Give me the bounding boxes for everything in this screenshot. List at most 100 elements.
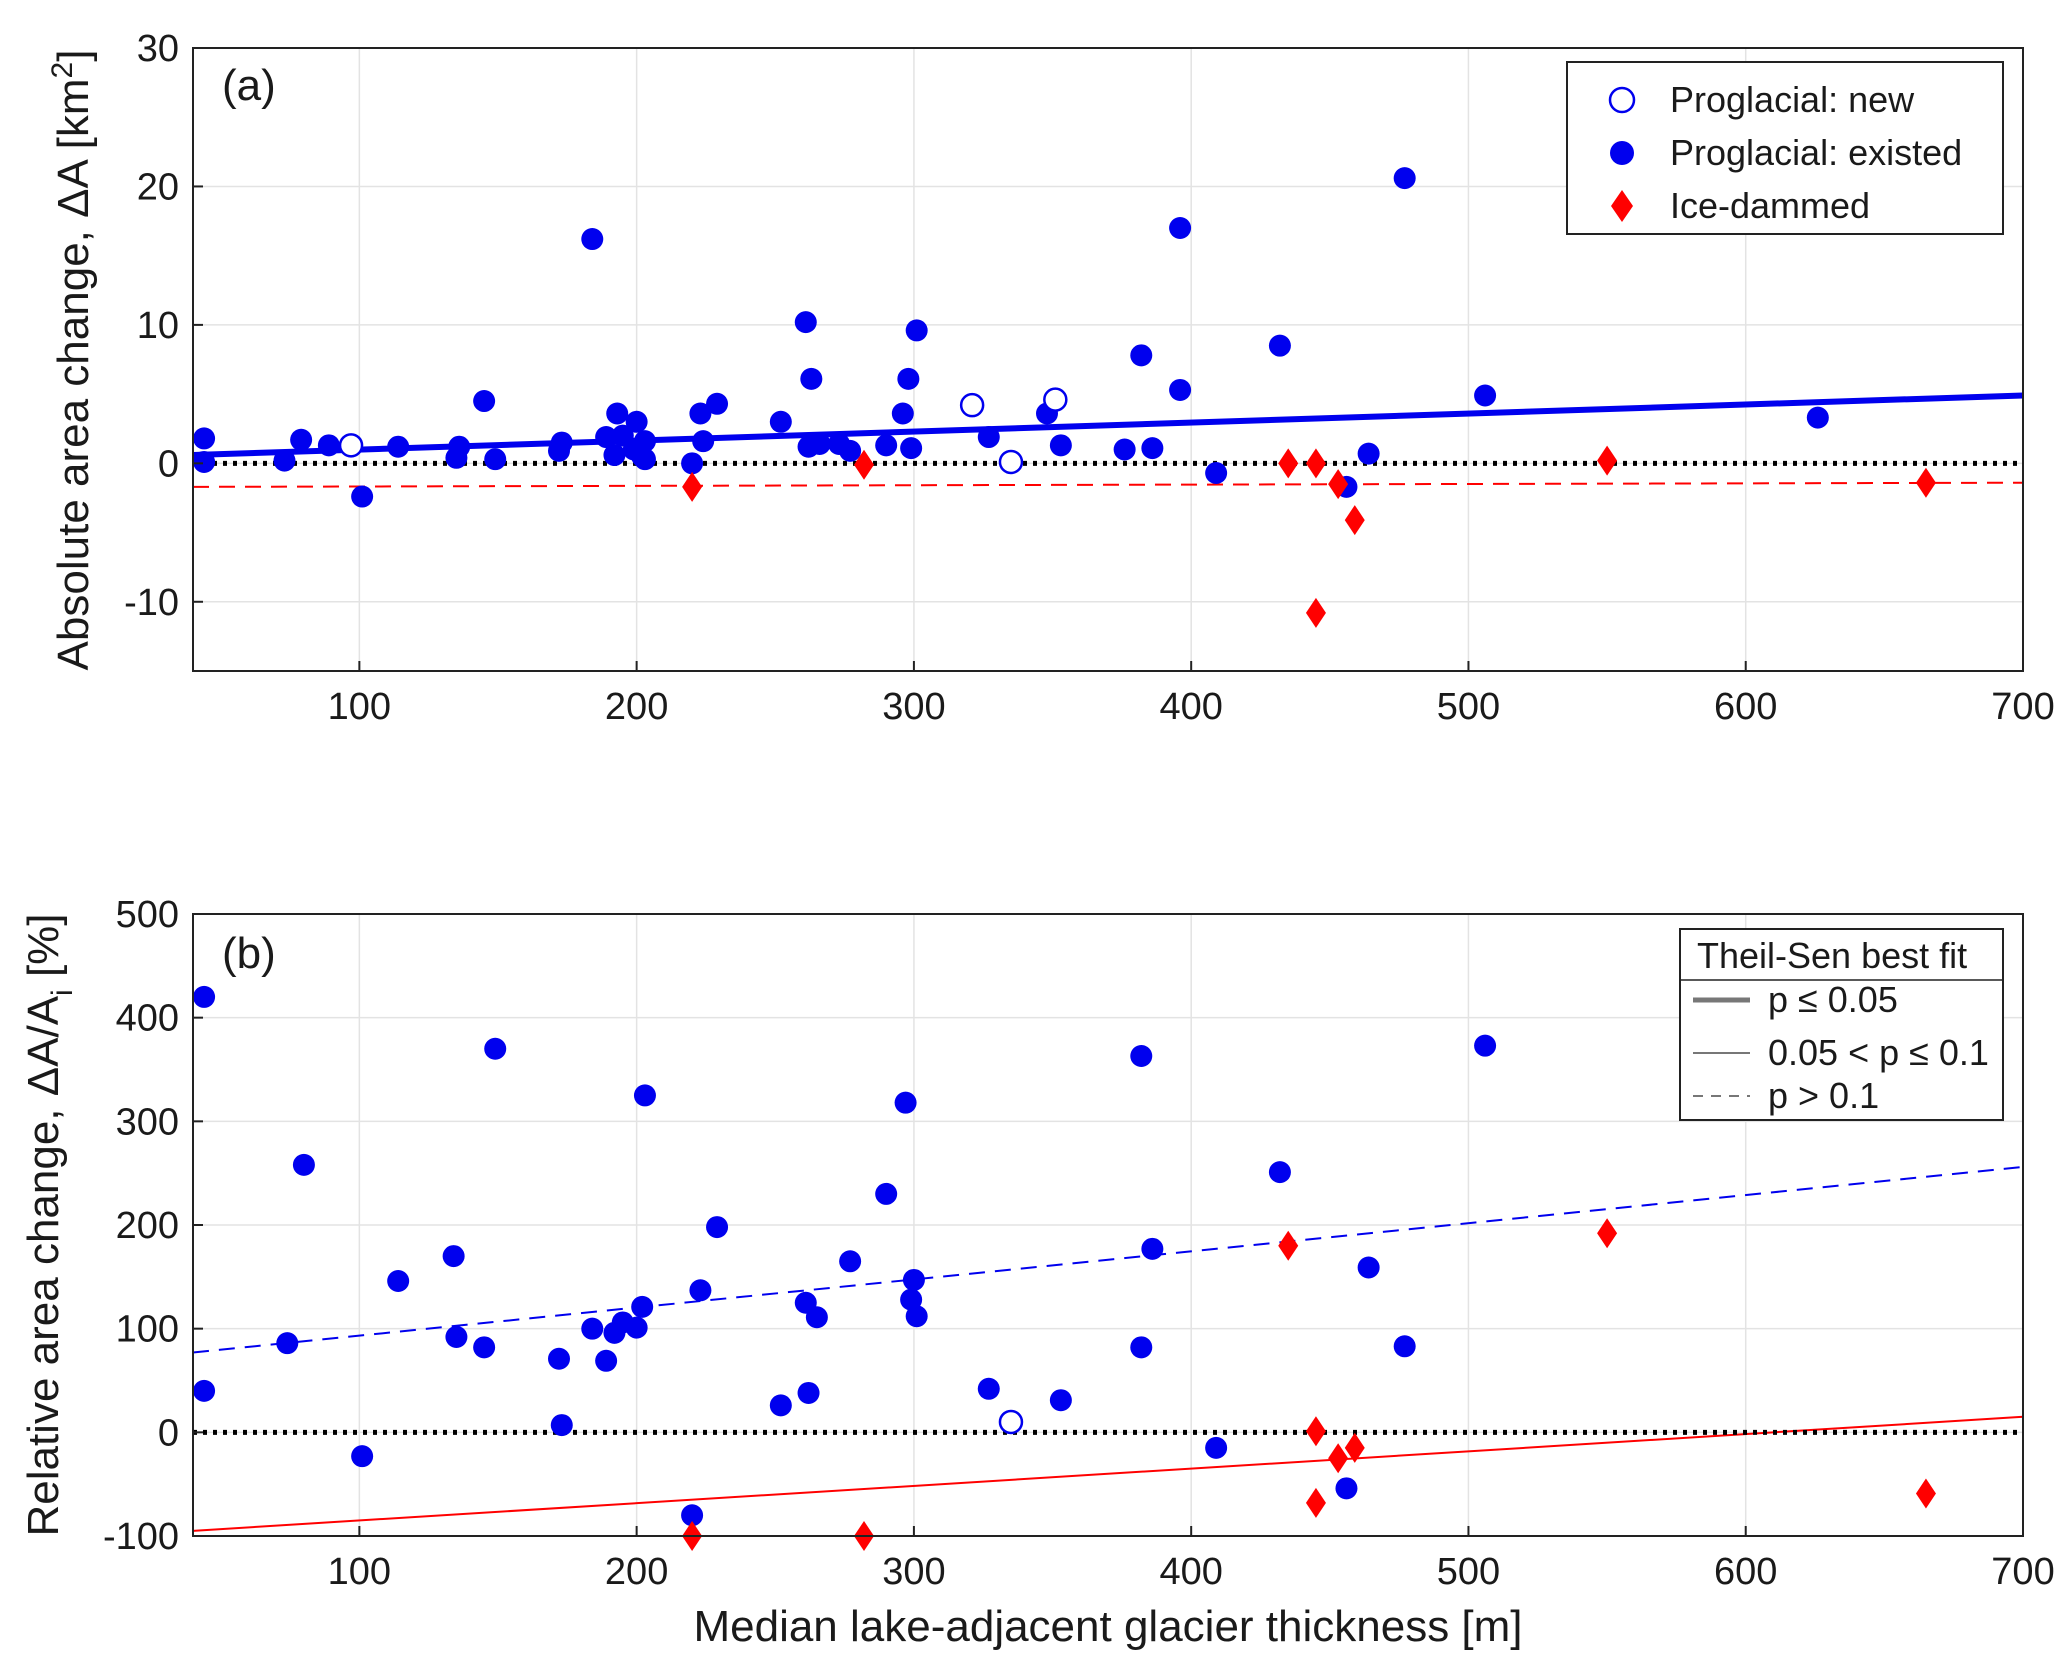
legend-label-p005: p ≤ 0.05 — [1768, 979, 1898, 1020]
proglacial-existed-point — [1357, 1256, 1380, 1279]
proglacial-existed-point — [900, 437, 923, 460]
legend-label-ice-dammed: Ice-dammed — [1670, 185, 1870, 226]
proglacial-existed-point — [633, 448, 656, 471]
x-tick-label-b: 600 — [1714, 1551, 1777, 1593]
proglacial-existed-point — [839, 1250, 862, 1273]
proglacial-existed-point — [689, 1279, 712, 1302]
proglacial-existed-point — [1169, 378, 1192, 401]
ice-dammed-point — [1597, 1218, 1618, 1249]
proglacial-existed-point — [193, 985, 216, 1008]
proglacial-existed-point — [1141, 437, 1164, 460]
proglacial-existed-point — [891, 402, 914, 425]
y-tick-label-b: 500 — [116, 894, 179, 936]
y-tick-label-a: 10 — [137, 305, 179, 347]
proglacial-existed-point — [625, 410, 648, 433]
proglacial-existed-point — [1806, 406, 1829, 429]
y-tick-label-a: 20 — [137, 166, 179, 208]
y-tick-label-a: 0 — [158, 443, 179, 485]
panel-b: 100 200 300 400 500 600 700 -100 0 100 200 300 400 50… — [19, 894, 2055, 1651]
proglacial-existed-point — [706, 1216, 729, 1239]
proglacial-existed-point — [1357, 442, 1380, 465]
proglacial-existed-point — [794, 311, 817, 334]
legend-b: Theil-Sen best fit p ≤ 0.05 0.05 < p ≤ 0… — [1679, 928, 2004, 1121]
proglacial-existed-point — [595, 1349, 618, 1372]
proglacial-new-point — [998, 1409, 1024, 1435]
y-tick-label-a: 30 — [137, 28, 179, 70]
proglacial-existed-point — [897, 367, 920, 390]
x-tick-label-b: 100 — [328, 1551, 391, 1593]
proglacial-existed-point — [902, 1268, 925, 1291]
ice-dammed-point — [1344, 505, 1365, 536]
proglacial-existed-point — [581, 1317, 604, 1340]
proglacial-existed-point — [448, 435, 471, 458]
legend-box-a — [1566, 61, 2004, 235]
x-tick-label-a: 200 — [605, 686, 668, 728]
proglacial-existed-point — [1393, 1335, 1416, 1358]
proglacial-existed-point — [1268, 334, 1291, 357]
panel-label-a: (a) — [222, 61, 276, 110]
proglacial-existed-point — [1393, 167, 1416, 190]
legend-label-pgt01: p > 0.1 — [1768, 1075, 1879, 1116]
proglacial-existed-point — [905, 319, 928, 342]
ice-dammed-point — [1328, 469, 1349, 500]
legend-label-new: Proglacial: new — [1670, 79, 1915, 120]
ice-dammed-point — [854, 449, 874, 480]
ice-dammed-point — [1328, 1443, 1349, 1474]
fit-line-b — [192, 1165, 2024, 1354]
proglacial-existed-point — [473, 390, 496, 413]
proglacial-existed-point — [681, 1504, 704, 1527]
ice-dammed-point — [1915, 467, 1936, 498]
legend-marker-ice-dammed — [1611, 190, 1633, 222]
proglacial-existed-point — [894, 1091, 917, 1114]
proglacial-existed-point — [689, 402, 712, 425]
legend-a: Proglacial: new Proglacial: existed Ice-… — [1566, 61, 2004, 235]
fit-line-a — [192, 392, 2024, 459]
proglacial-existed-point — [769, 1394, 792, 1417]
proglacial-existed-point — [1474, 384, 1497, 407]
proglacial-existed-point — [1130, 1045, 1153, 1068]
ticks-b: 100 200 300 400 500 600 700 -100 0 100 200 300 400 50… — [103, 894, 2055, 1593]
proglacial-existed-point — [603, 444, 626, 467]
panel-a: 100 200 300 400 500 600 700 -10 0 10 20 30 (a) Abso… — [46, 28, 2055, 728]
x-tick-label-a: 100 — [328, 686, 391, 728]
x-tick-label-a: 700 — [1991, 686, 2054, 728]
x-axis-label: Median lake-adjacent glacier thickness [… — [693, 1602, 1522, 1651]
plot-frame-a — [192, 47, 2024, 672]
proglacial-existed-point — [351, 1445, 374, 1468]
proglacial-existed-point — [442, 1245, 465, 1268]
fit-line-b — [192, 1415, 2024, 1532]
y-tick-label-b: 200 — [116, 1205, 179, 1247]
proglacial-existed-point — [900, 1288, 923, 1311]
y-tick-label-b: 300 — [116, 1101, 179, 1143]
proglacial-new-point — [338, 433, 364, 458]
proglacial-existed-point — [805, 1306, 828, 1329]
x-tick-label-a: 400 — [1159, 686, 1222, 728]
proglacial-existed-point — [351, 485, 374, 508]
proglacial-new-point — [1043, 387, 1068, 412]
legend-title-b: Theil-Sen best fit — [1697, 935, 1967, 976]
proglacial-existed-point — [473, 1336, 496, 1359]
x-tick-label-b: 400 — [1159, 1551, 1222, 1593]
proglacial-existed-point — [595, 426, 618, 449]
proglacial-existed-point — [193, 450, 216, 473]
ice-dammed-point — [1305, 1487, 1326, 1518]
y-tick-label-b: 400 — [116, 998, 179, 1040]
proglacial-existed-point — [550, 431, 573, 454]
proglacial-existed-point — [977, 426, 1000, 449]
proglacial-existed-point — [769, 410, 792, 433]
proglacial-existed-point — [1205, 462, 1228, 485]
proglacial-existed-point — [548, 1347, 570, 1370]
x-tick-label-b: 200 — [605, 1551, 668, 1593]
y-tick-label-b: 100 — [116, 1309, 179, 1351]
proglacial-existed-point — [692, 430, 715, 453]
legend-box-b — [1679, 928, 2004, 1121]
fit-line-a — [192, 481, 2024, 488]
proglacial-existed-point — [681, 452, 704, 475]
proglacial-existed-point — [292, 1153, 315, 1176]
proglacial-existed-point — [484, 448, 507, 471]
proglacial-existed-point — [1130, 344, 1153, 367]
x-tick-label-b: 500 — [1437, 1551, 1500, 1593]
markers-b — [193, 985, 1936, 1551]
y-axis-label-b: Relative area change, ΔA/Ai [%] — [19, 913, 79, 1536]
